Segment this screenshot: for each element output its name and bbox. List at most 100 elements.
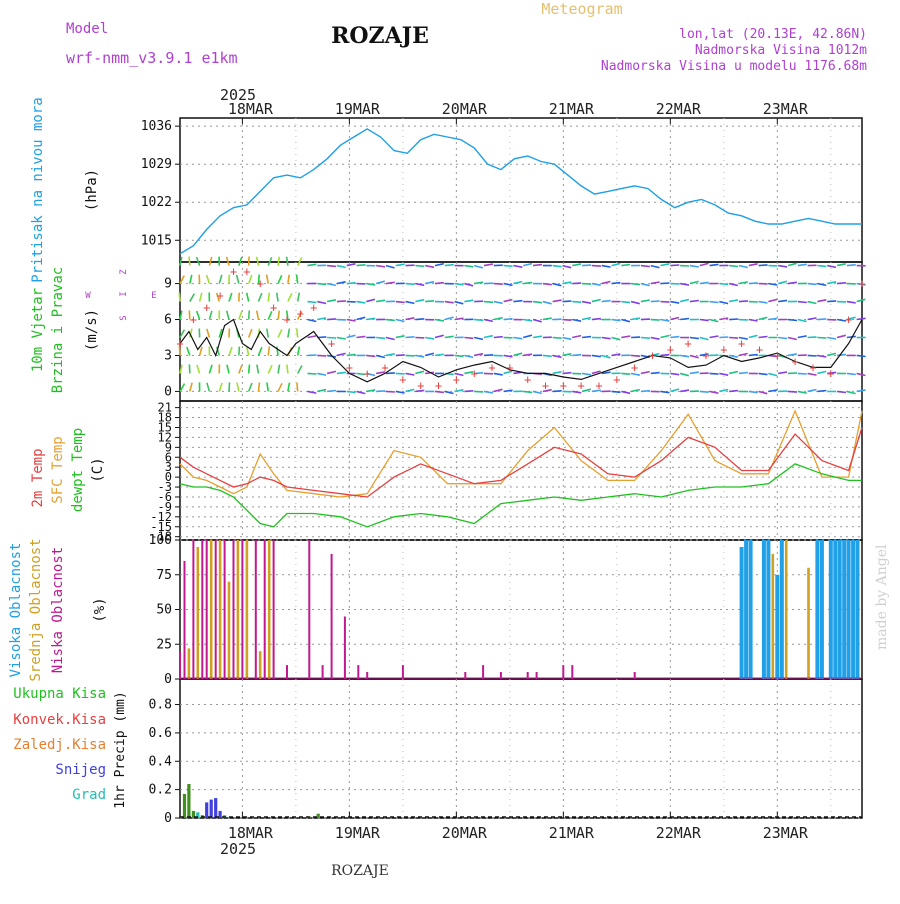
wind-barb	[207, 329, 210, 338]
wind-barb	[817, 300, 826, 302]
wind-barb	[602, 282, 611, 284]
cloud-bar	[233, 540, 235, 679]
wind-barb	[406, 373, 415, 375]
wind-gust-marker: +	[524, 372, 531, 386]
wind-barb	[288, 329, 290, 338]
wind-gust-marker: +	[283, 313, 290, 327]
wind-barb	[227, 311, 229, 320]
wind-barb	[464, 300, 473, 301]
wind-barb	[690, 301, 699, 302]
wind-barb	[307, 373, 316, 374]
wind-barb	[366, 355, 375, 356]
wind-gust-marker: +	[230, 265, 237, 279]
wind-barb	[572, 320, 581, 322]
wind-gust-marker: +	[774, 348, 781, 362]
wind-side-label-1: 10m Vjetar	[30, 288, 46, 372]
wind-barb	[700, 282, 709, 283]
precip-bar	[183, 794, 186, 818]
cloud-bar	[838, 540, 842, 679]
wind-gust-marker: +	[560, 378, 567, 392]
wind-barb	[297, 382, 298, 391]
wind-barb	[307, 391, 316, 393]
wind-barb	[680, 355, 689, 356]
wind-barb	[798, 264, 807, 265]
wind-barb	[249, 311, 250, 320]
wind-barb	[572, 336, 581, 338]
wind-barb	[651, 301, 660, 302]
wind-barb	[406, 389, 415, 391]
wind-barb	[257, 257, 259, 266]
wind-barb	[847, 302, 856, 303]
y-tick-label: 1015	[141, 233, 172, 248]
wind-barb	[729, 266, 738, 267]
precip-bar	[317, 814, 320, 818]
wind-barb	[406, 337, 415, 338]
model-name: wrf-nmm_v3.9.1 e1km	[66, 49, 238, 67]
wind-barb	[484, 355, 493, 356]
wind-barb	[651, 373, 660, 374]
wind-barb	[523, 320, 532, 321]
wind-barb	[798, 373, 807, 374]
wind-barb	[562, 282, 571, 283]
wind-barb	[729, 391, 738, 392]
wind-barb	[357, 265, 366, 266]
wind-gust-marker: +	[845, 313, 852, 327]
wind-gust-marker: +	[685, 336, 692, 350]
wind-barb	[249, 365, 250, 374]
wind-barb	[582, 337, 591, 338]
model-elevation-label: Nadmorska Visina u modelu 1176.68m	[601, 59, 867, 74]
cloud-unit-label: (%)	[92, 597, 108, 622]
wind-barb	[670, 389, 679, 391]
wind-gust-marker: +	[578, 378, 585, 392]
cloud-bar	[807, 568, 810, 679]
wind-gust-marker: +	[506, 360, 513, 374]
wind-barb	[406, 302, 415, 304]
wind-barb	[474, 337, 483, 339]
wind-barb	[729, 337, 738, 338]
footer-station-label: ROZAJE	[331, 863, 389, 879]
wind-barb	[219, 275, 222, 284]
wind-barb	[533, 302, 542, 303]
wind-barb	[817, 319, 826, 320]
wind-barb	[317, 373, 326, 375]
wind-barb	[759, 302, 768, 303]
wind-barb	[710, 320, 719, 322]
wind-barb	[670, 337, 679, 338]
wind-gust-marker: +	[364, 366, 371, 380]
wind-gust-marker: +	[203, 301, 210, 315]
wind-barb	[219, 383, 222, 392]
y-tick-label: 0.8	[149, 698, 172, 713]
wind-barb	[190, 294, 194, 302]
cloud-bar	[210, 540, 213, 679]
wind-barb	[631, 355, 640, 356]
wind-barb	[592, 319, 601, 320]
wind-barb	[494, 284, 503, 285]
wind-barb	[631, 284, 640, 285]
wind-barb	[680, 284, 689, 286]
wind-barb	[719, 373, 728, 375]
wind-barb	[808, 390, 817, 392]
wind-barb	[267, 383, 268, 392]
wind-barb	[209, 365, 212, 374]
compass-west: W	[85, 291, 91, 301]
wind-barb	[611, 337, 620, 339]
wind-barb	[209, 257, 211, 266]
wind-barb	[661, 391, 670, 392]
wind-barb	[415, 319, 424, 320]
wind-barb	[513, 353, 522, 355]
wind-barb	[847, 373, 856, 374]
wind-barb	[435, 320, 444, 321]
bottom-day-label: 20MAR	[442, 824, 488, 842]
wind-barb	[710, 264, 719, 265]
cloud-bar	[772, 554, 775, 679]
wind-barb	[778, 281, 787, 283]
cloud-bar	[740, 547, 744, 679]
wind-barb	[543, 284, 552, 285]
top-day-label: 19MAR	[335, 100, 381, 118]
wind-barb	[641, 337, 650, 338]
wind-barb	[406, 318, 415, 320]
wind-barb	[857, 355, 866, 356]
wind-barb	[347, 264, 356, 266]
wind-barb	[504, 300, 513, 302]
wind-barb	[690, 266, 699, 267]
